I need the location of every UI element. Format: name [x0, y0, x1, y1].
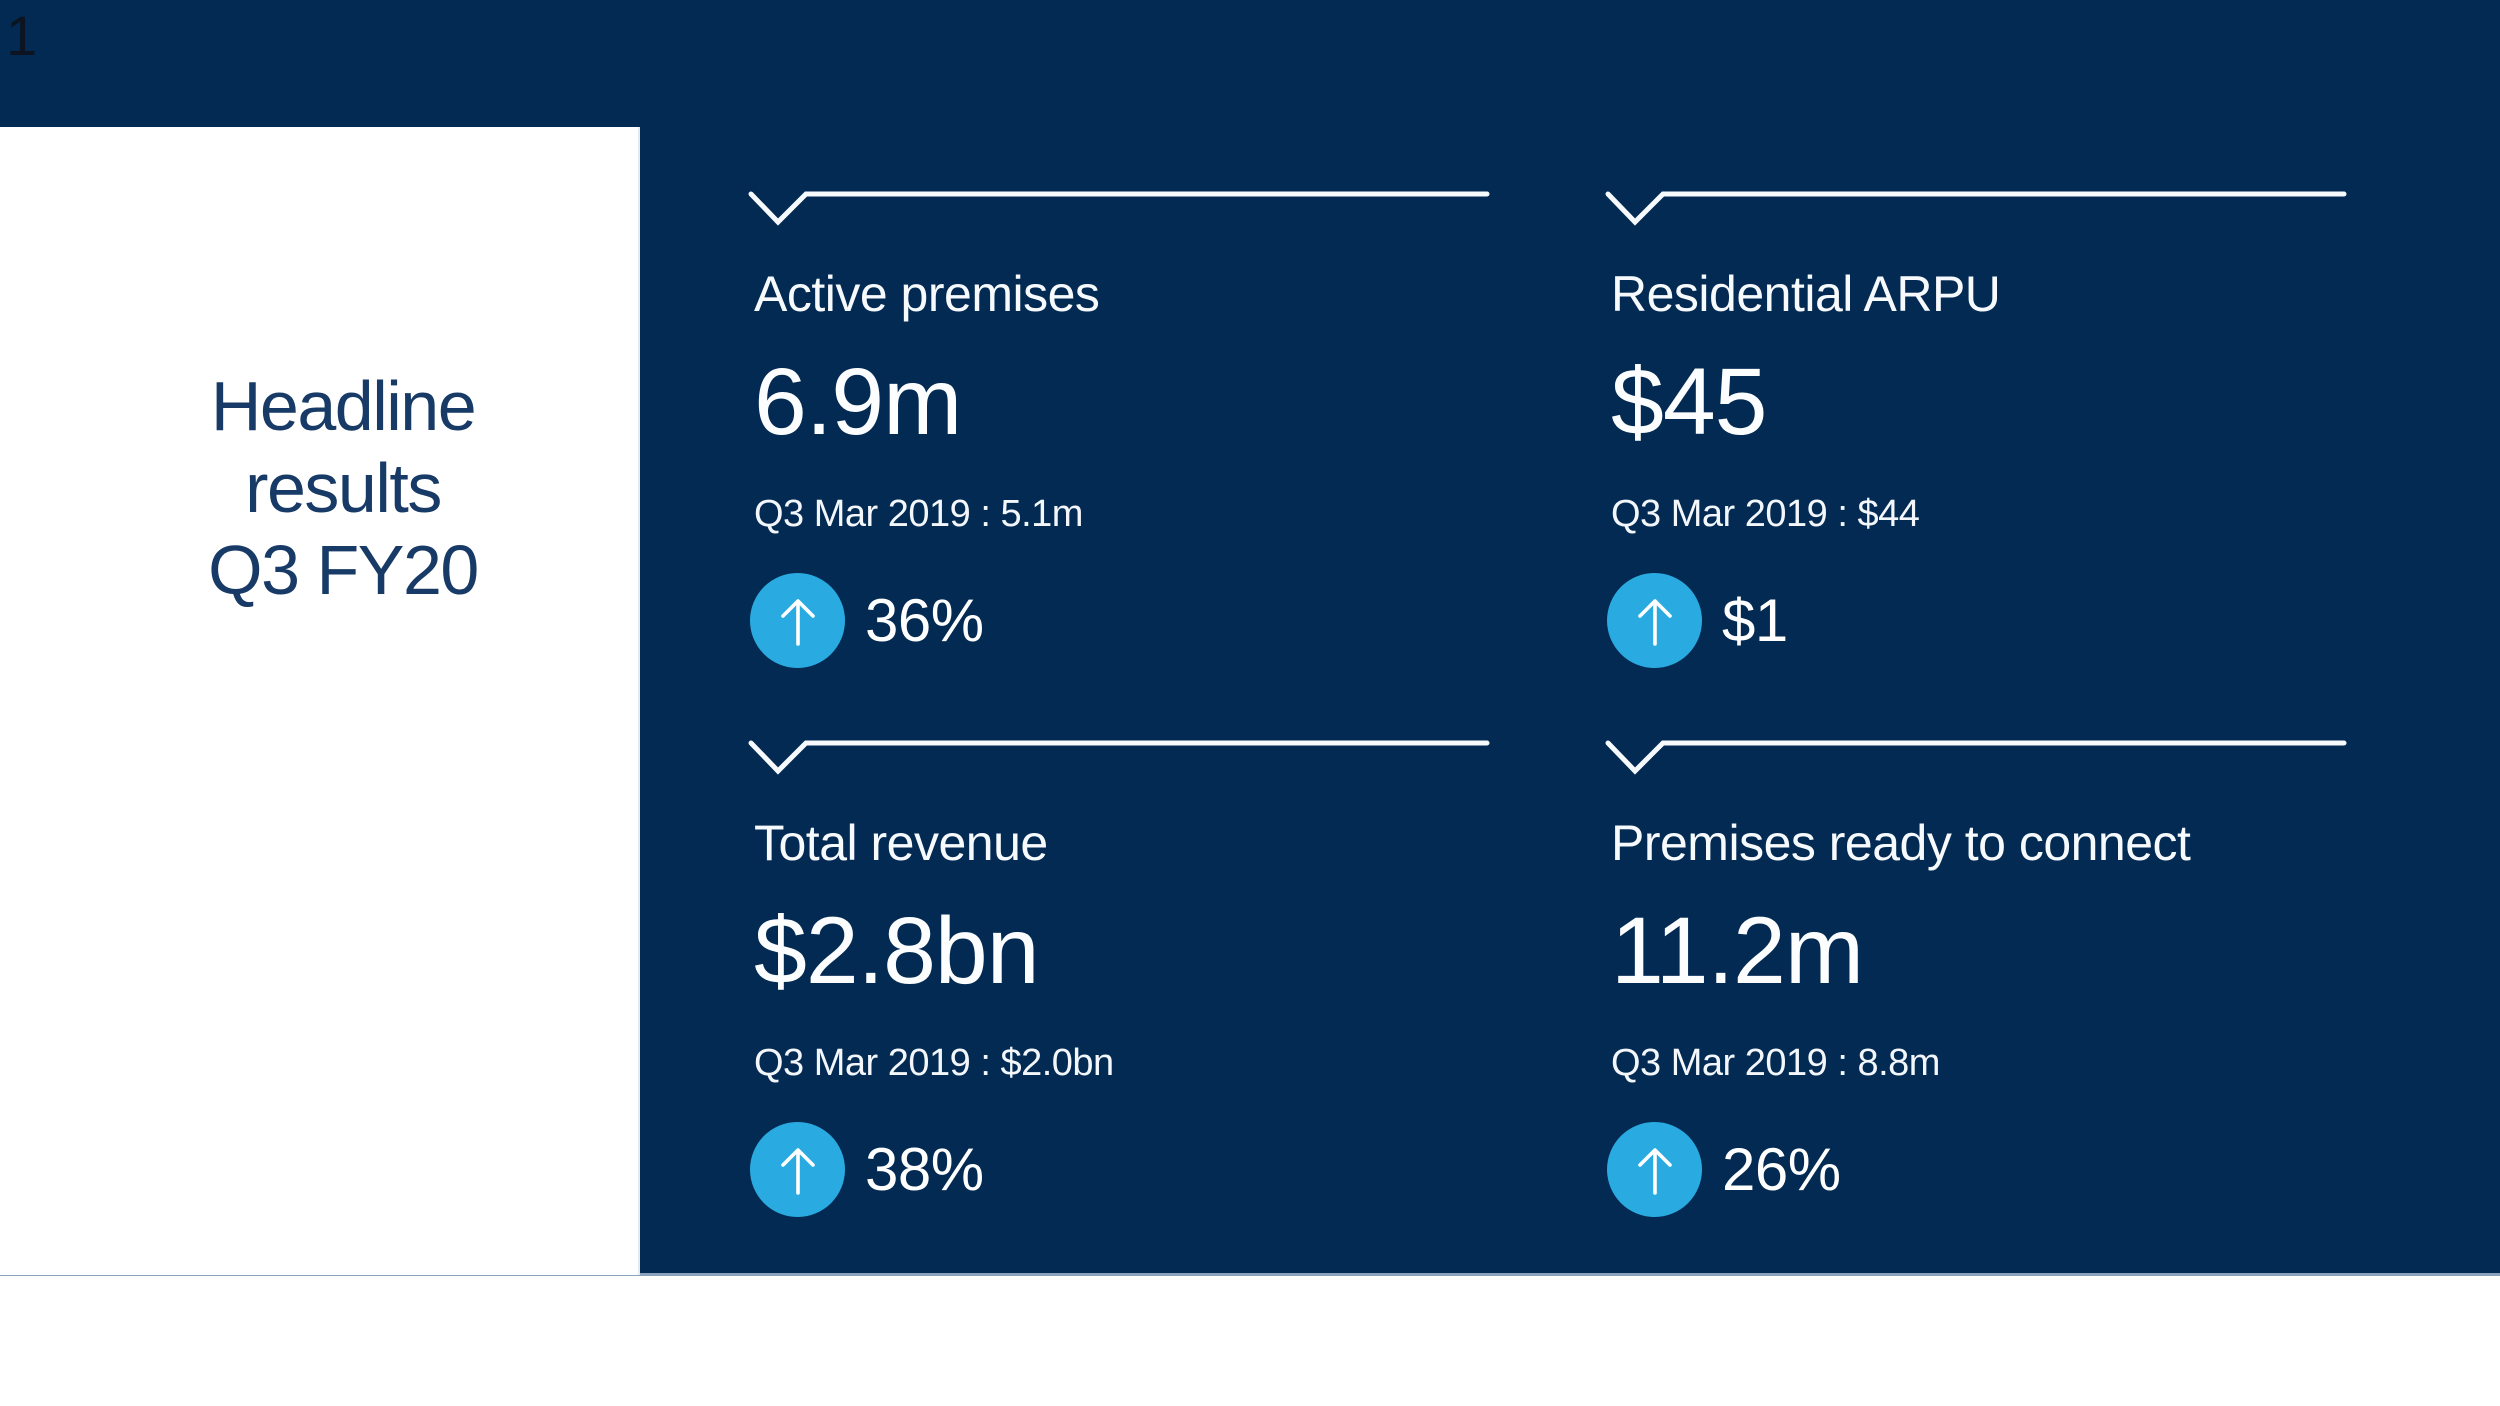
metric-card-residential-arpu: Residential ARPU $45 Q3 Mar 2019 : $44 $… [1605, 190, 2347, 690]
checkmark-rule-icon [748, 191, 1490, 226]
metric-value: 6.9m [754, 349, 962, 455]
checkmark-rule-icon [1605, 740, 2347, 775]
metric-comparison: Q3 Mar 2019 : 8.8m [1611, 1042, 1940, 1084]
bottom-white-strip [0, 1276, 2500, 1406]
side-panel: Headline results Q3 FY20 [0, 127, 640, 1275]
up-arrow-icon [1607, 573, 1702, 668]
metric-delta-row: 38% [750, 1122, 984, 1217]
checkmark-rule-icon [1605, 191, 2347, 226]
slide-title-line2: results [245, 449, 442, 527]
metric-value: $2.8bn [754, 898, 1040, 1004]
metric-delta: 38% [865, 1135, 984, 1203]
page-number: 1 [6, 4, 37, 67]
metric-card-active-premises: Active premises 6.9m Q3 Mar 2019 : 5.1m … [748, 190, 1490, 690]
metric-label: Total revenue [754, 815, 1048, 871]
metric-value: $45 [1611, 349, 1768, 455]
metric-label: Premises ready to connect [1611, 815, 2191, 871]
up-arrow-icon [750, 573, 845, 668]
checkmark-rule-icon [748, 740, 1490, 775]
metric-value: 11.2m [1611, 898, 1864, 1004]
metric-comparison: Q3 Mar 2019 : 5.1m [754, 493, 1083, 535]
metric-comparison: Q3 Mar 2019 : $44 [1611, 493, 1920, 535]
metric-comparison: Q3 Mar 2019 : $2.0bn [754, 1042, 1114, 1084]
metric-label: Residential ARPU [1611, 266, 2001, 322]
slide-title-line3: Q3 FY20 [208, 531, 479, 609]
metric-delta-row: 26% [1607, 1122, 1841, 1217]
slide-title: Headline results Q3 FY20 [70, 365, 616, 611]
metric-delta: 36% [865, 586, 984, 654]
metric-card-total-revenue: Total revenue $2.8bn Q3 Mar 2019 : $2.0b… [748, 739, 1490, 1239]
metric-label: Active premises [754, 266, 1100, 322]
metric-delta: 26% [1722, 1135, 1841, 1203]
metric-card-premises-ready: Premises ready to connect 11.2m Q3 Mar 2… [1605, 739, 2347, 1239]
slide-title-line1: Headline [210, 367, 477, 445]
metric-delta-row: 36% [750, 573, 984, 668]
metric-delta-row: $1 [1607, 573, 1788, 668]
up-arrow-icon [1607, 1122, 1702, 1217]
metric-delta: $1 [1722, 586, 1788, 654]
up-arrow-icon [750, 1122, 845, 1217]
